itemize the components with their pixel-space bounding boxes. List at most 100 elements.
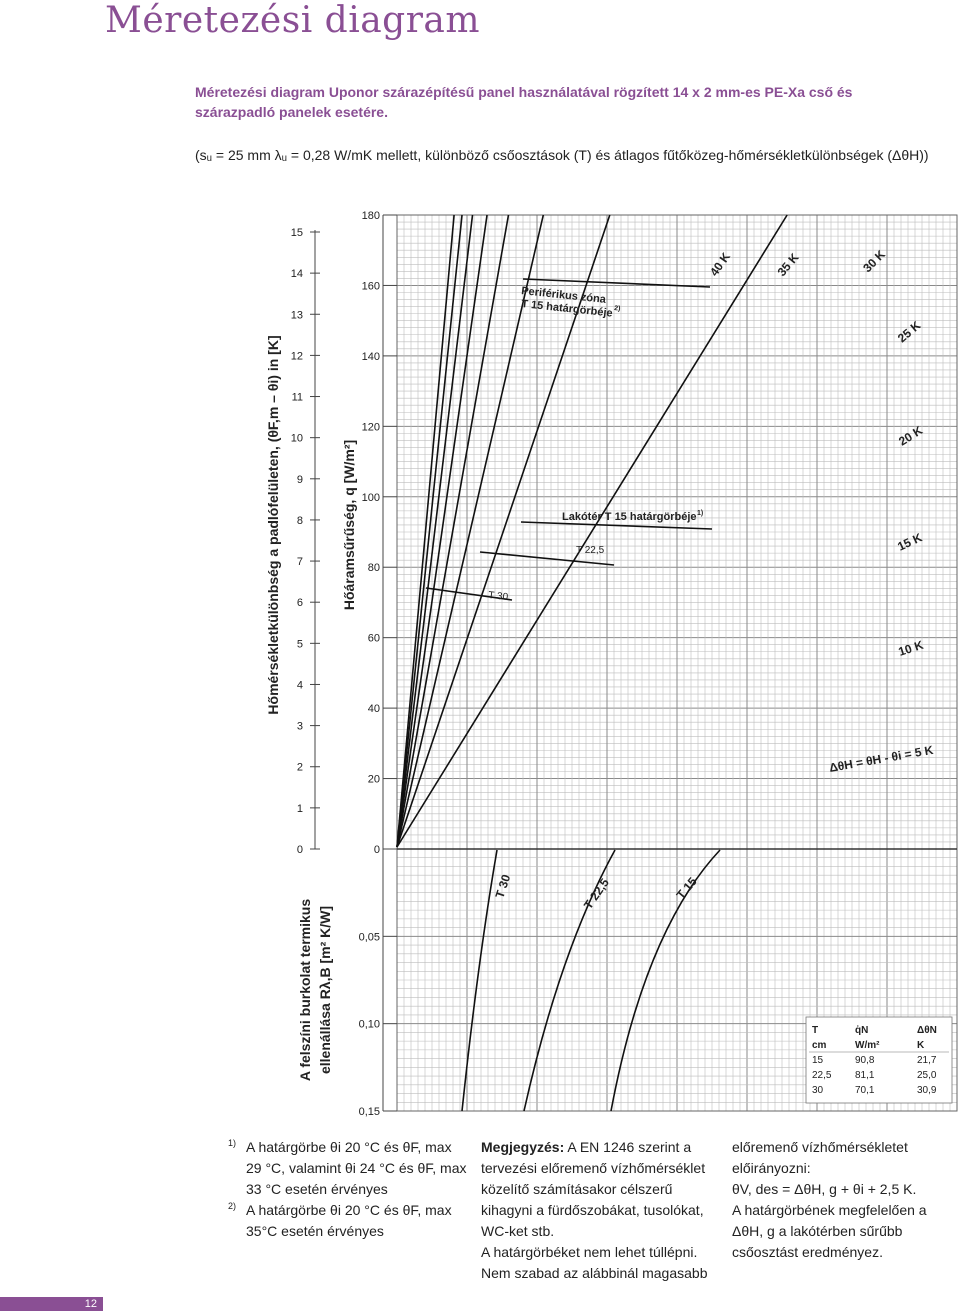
series-label: 30 K — [860, 247, 888, 275]
tick-label: 0,10 — [359, 1019, 380, 1031]
limit-label: T 22,5 — [576, 545, 605, 556]
tick-label: 10 — [291, 433, 303, 445]
spacing-curve-t225 — [523, 849, 616, 1112]
axis-title-heat-flux: Hőáramsűrűség, q [W/m²] — [341, 440, 357, 610]
table-cell: 90,8 — [855, 1055, 875, 1066]
remark-text: A EN 1246 szerint a — [564, 1139, 692, 1155]
table-header: T — [812, 1025, 818, 1036]
remark-line: közelítő számításakor célszerű — [481, 1181, 673, 1197]
tick-label: 6 — [297, 597, 303, 609]
page-number: 12 — [84, 1298, 97, 1310]
table-header: q̇N — [855, 1025, 868, 1036]
plot-frame — [396, 214, 958, 1112]
tick-label: 40 — [368, 703, 380, 715]
axis-title-temp-diff: Hőmérsékletkülönbség a padlófelületen, (… — [265, 335, 281, 714]
tick-label: 15 — [291, 227, 303, 239]
tick-label: 13 — [291, 309, 303, 321]
tick-label: 4 — [297, 679, 303, 691]
remark-line: WC-ket stb. — [481, 1223, 555, 1239]
remark-right: előremenő vízhőmérsékletet előirányozni:… — [732, 1137, 954, 1263]
tick-label: 11 — [292, 392, 303, 404]
tick-label: 180 — [362, 210, 380, 222]
series-line — [396, 214, 545, 848]
remark-line: A határgörbéket nem lehet túllépni. — [481, 1244, 698, 1260]
footnote-2-line: 35°C esetén érvényes — [246, 1223, 384, 1239]
series-line — [396, 214, 611, 848]
chart-parameters: (sᵤ = 25 mm λᵤ = 0,28 W/mK mellett, külö… — [195, 147, 929, 163]
series-line — [396, 214, 488, 848]
tick-label: 0,15 — [359, 1106, 380, 1118]
limit-curve-t15 — [520, 521, 713, 530]
remark-line: csőosztást eredményez. — [732, 1244, 883, 1260]
footnote-1: 1) A határgörbe θi 20 °C és θF, max 29 °… — [228, 1137, 468, 1200]
tick-label: 60 — [368, 633, 380, 645]
remark-line: ΔθH, g a lakótérben sűrűbb — [732, 1223, 903, 1239]
remark-middle: Megjegyzés: A EN 1246 szerint a tervezés… — [481, 1137, 721, 1284]
page-number-bar: 12 — [0, 1297, 103, 1311]
series-label: 15 K — [895, 530, 924, 554]
remark-line: előremenő vízhőmérsékletet — [732, 1139, 908, 1155]
footnote-2: 2) A határgörbe θi 20 °C és θF, max 35°C… — [228, 1200, 468, 1242]
footnote-1-line: 29 °C, valamint θi 24 °C és θF, max — [246, 1160, 467, 1176]
tick-label: 2 — [297, 762, 303, 774]
footnote-2-line: A határgörbe θi 20 °C és θF, max — [246, 1202, 452, 1218]
tick-label: 9 — [297, 474, 303, 486]
remark-line: Nem szabad az alábbinál magasabb — [481, 1265, 708, 1281]
spacing-curve-t15 — [610, 849, 721, 1112]
series-line — [396, 214, 510, 848]
spacing-curve-t30 — [461, 849, 498, 1112]
table-unit: cm — [812, 1040, 827, 1051]
remark-line: A határgörbének megfelelően a — [732, 1202, 927, 1218]
page-subtitle: Méretezési diagram Uponor szárazépítésű … — [195, 84, 853, 120]
limit-label-sup: 2) — [614, 305, 621, 313]
footnotes: 1) A határgörbe θi 20 °C és θF, max 29 °… — [228, 1137, 468, 1242]
grid — [396, 214, 958, 1112]
series-line — [396, 214, 788, 848]
tick-label: 12 — [291, 350, 303, 362]
tick-label: 80 — [368, 562, 380, 574]
page-title: Méretezési diagram — [105, 0, 481, 41]
tick-label: 0 — [297, 844, 303, 856]
remark-line: kihagyni a fürdőszobákat, tusolókat, — [481, 1202, 704, 1218]
series-label: 25 K — [895, 318, 924, 345]
tick-label: 3 — [297, 721, 303, 733]
series-line — [396, 214, 455, 848]
table-cell: 22,5 — [812, 1070, 832, 1081]
tick-label: 5 — [297, 638, 303, 650]
remark-line: Megjegyzés: A EN 1246 szerint a — [481, 1137, 721, 1158]
axis-title-resistance: A felszíni burkolat termikus — [297, 899, 313, 1082]
spacing-label: T 30 — [493, 872, 514, 899]
table-cell: 15 — [812, 1055, 824, 1066]
limit-label-sup: 1) — [697, 510, 703, 517]
tick-label: 1 — [297, 803, 303, 815]
tick-label: 20 — [368, 774, 380, 786]
tick-label: 0 — [374, 844, 380, 856]
table-unit: K — [917, 1040, 925, 1051]
remark-heading: Megjegyzés: — [481, 1139, 565, 1155]
limit-curve-perimeter — [522, 278, 711, 288]
limit-label: Lakótér T 15 határgörbéje — [562, 511, 697, 523]
tick-label: 100 — [362, 492, 380, 504]
series-label: ΔθH = θH - θi = 5 K — [828, 743, 935, 775]
table-cell: 70,1 — [855, 1085, 875, 1096]
tick-label: 8 — [297, 515, 303, 527]
series-group: ΔθH = θH - θi = 5 K10 K15 K20 K25 K30 K3… — [396, 214, 935, 848]
axis-heat-flux: 0 20 40 60 80 100 120 140 160 180 0,05 0,10 0,15 — [359, 210, 397, 1118]
footnote-2-marker: 2) — [228, 1201, 237, 1211]
table-cell: 30 — [812, 1085, 824, 1096]
series-label: 20 K — [896, 423, 925, 448]
remark-line: tervezési előremenő vízhőmérséklet — [481, 1160, 706, 1176]
footnote-1-marker: 1) — [228, 1138, 237, 1148]
table-cell: 81,1 — [855, 1070, 875, 1081]
table-cell: 25,0 — [917, 1070, 937, 1081]
remark-line: előirányozni: — [732, 1160, 811, 1176]
limit-curve-t30 — [425, 587, 513, 601]
limit-curve-t225 — [479, 551, 615, 566]
remark-line: θV, des = ΔθH, g + θi + 2,5 K. — [732, 1181, 917, 1197]
table-unit: W/m² — [855, 1040, 880, 1051]
tick-label: 0,05 — [359, 931, 380, 943]
footnote-1-line: A határgörbe θi 20 °C és θF, max — [246, 1139, 452, 1155]
table-header: ΔθN — [917, 1025, 937, 1036]
table-cell: 30,9 — [917, 1085, 937, 1096]
